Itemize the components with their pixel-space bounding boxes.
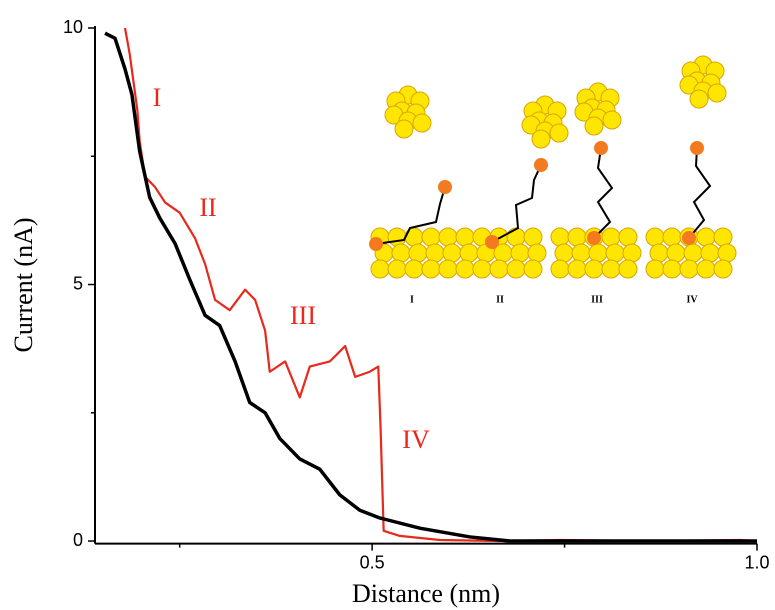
anchor-atom [682, 231, 696, 245]
gold-atom [506, 227, 526, 247]
gold-atom [584, 259, 604, 279]
gold-atom [425, 243, 445, 263]
gold-atom [472, 259, 492, 279]
gold-atom [408, 243, 428, 263]
annotation: IV [402, 425, 430, 454]
anchor-atom [594, 141, 608, 155]
molecule-chain [593, 147, 614, 239]
gold-atom [391, 243, 411, 263]
gold-atom [523, 227, 543, 247]
inset-label: IV [686, 294, 698, 305]
anchor-atom [438, 180, 452, 194]
gold-atom [394, 119, 414, 139]
gold-atom [404, 259, 424, 279]
gold-atom [527, 243, 547, 263]
gold-atom [662, 259, 682, 279]
gold-atom [602, 110, 622, 130]
inset-label: I [410, 294, 414, 305]
inset-label: II [496, 294, 504, 305]
y-axis-title: Current (nA) [9, 217, 38, 352]
gold-atom [696, 259, 716, 279]
gold-atom [605, 243, 625, 263]
gold-atom [696, 227, 716, 247]
gold-atom [442, 243, 462, 263]
gold-atom [584, 116, 604, 136]
molecule-chain [491, 164, 542, 243]
gold-atom [549, 123, 569, 143]
anchor-atom [369, 237, 383, 251]
gold-atom [588, 243, 608, 263]
anchor-atom [690, 141, 704, 155]
gold-atom [550, 259, 570, 279]
gold-atom [645, 227, 665, 247]
gold-atom [531, 129, 551, 149]
gold-atom [713, 259, 733, 279]
gold-atom [662, 227, 682, 247]
inset-diagram: I II III IV [369, 55, 737, 305]
gold-atom [421, 227, 441, 247]
gold-atom [489, 259, 509, 279]
gold-atom [618, 259, 638, 279]
x-axis-title: Distance (nm) [352, 579, 500, 608]
gold-atom [387, 259, 407, 279]
y-tick-label: 5 [73, 273, 83, 293]
inset-label: III [591, 294, 603, 305]
gold-atom [618, 227, 638, 247]
y-tick-label: 10 [63, 17, 83, 37]
gold-atom [601, 259, 621, 279]
series-line [123, 27, 758, 543]
gold-atom [455, 259, 475, 279]
x-tick-label: 1.0 [744, 552, 769, 572]
gold-atom [645, 259, 665, 279]
gold-atom [567, 259, 587, 279]
anchor-atom [534, 158, 548, 172]
gold-atom [387, 227, 407, 247]
gold-atom [510, 243, 530, 263]
gold-atom [459, 243, 479, 263]
gold-atom [666, 243, 686, 263]
gold-atom [679, 259, 699, 279]
molecule-chain [688, 147, 712, 239]
gold-atom [567, 227, 587, 247]
gold-atom [438, 227, 458, 247]
gold-atom [506, 259, 526, 279]
gold-atom [571, 243, 591, 263]
anchor-atom [485, 235, 499, 249]
gold-atom [412, 113, 432, 133]
gold-atom [700, 243, 720, 263]
annotation: I [153, 83, 162, 112]
gold-atom [550, 227, 570, 247]
annotation: II [199, 193, 216, 222]
y-tick-label: 0 [73, 530, 83, 550]
gold-atom [683, 243, 703, 263]
gold-atom [370, 259, 390, 279]
gold-atom [601, 227, 621, 247]
x-tick-label: 0.5 [360, 552, 385, 572]
gold-atom [523, 259, 543, 279]
gold-atom [649, 243, 669, 263]
anchor-atom [587, 231, 601, 245]
molecule-chain [375, 186, 446, 245]
gold-atom [622, 243, 642, 263]
series-line [104, 31, 757, 543]
gold-atom [707, 83, 727, 103]
gold-atom [717, 243, 737, 263]
gold-atom [713, 227, 733, 247]
gold-atom [455, 227, 475, 247]
gold-atom [689, 89, 709, 109]
gold-atom [438, 259, 458, 279]
gold-atom [554, 243, 574, 263]
annotation: III [290, 301, 316, 330]
gold-atom [421, 259, 441, 279]
